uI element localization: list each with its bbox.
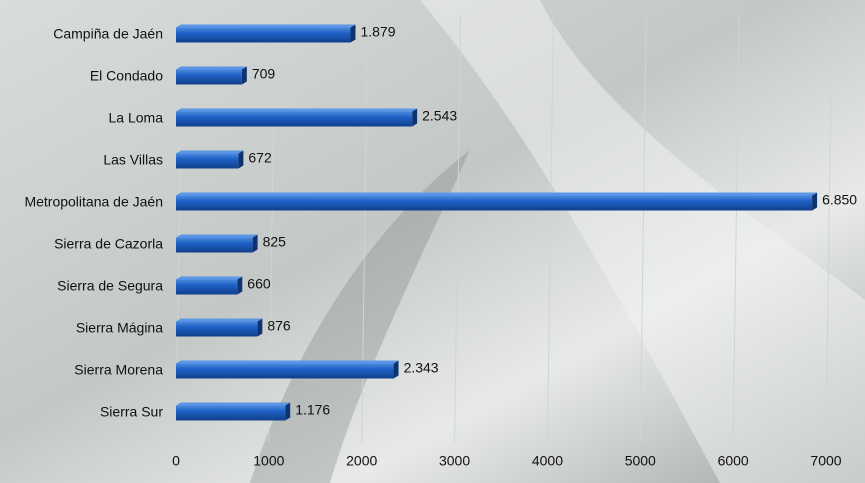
grid-line — [825, 13, 833, 443]
value-label: 1.879 — [360, 24, 395, 40]
bar-top — [176, 66, 247, 70]
bar-top — [176, 108, 418, 112]
bar-top — [176, 234, 258, 238]
bar — [176, 153, 239, 169]
bar — [176, 363, 394, 379]
y-tick-label: Campiña de Jaén — [53, 26, 163, 42]
grid-line — [732, 13, 740, 443]
bar-side — [285, 402, 291, 421]
bar-side — [393, 360, 399, 379]
bar-side — [412, 108, 418, 127]
x-tick-label: 0 — [172, 453, 180, 469]
value-label: 876 — [267, 318, 291, 334]
background-shape — [250, 150, 470, 483]
bar-side — [237, 276, 243, 295]
x-tick-label: 3000 — [439, 453, 470, 469]
grid-line — [546, 13, 554, 443]
x-tick-label: 2000 — [346, 453, 377, 469]
bar — [176, 237, 253, 253]
value-label: 825 — [263, 234, 287, 250]
bar-top — [176, 360, 399, 364]
bar — [176, 279, 238, 295]
y-tick-label: Sierra Mágina — [76, 320, 163, 336]
background-shape — [420, 0, 865, 483]
bar-top — [176, 24, 356, 28]
y-tick-label: La Loma — [109, 110, 164, 126]
bar — [176, 111, 413, 127]
x-tick-label: 6000 — [718, 453, 749, 469]
value-label: 672 — [248, 150, 272, 166]
value-label: 709 — [252, 66, 276, 82]
y-tick-label: Las Villas — [103, 152, 163, 168]
bar-side — [350, 24, 356, 43]
bar-top — [176, 150, 244, 154]
y-tick-label: El Condado — [90, 68, 163, 84]
y-tick-label: Sierra Sur — [100, 404, 163, 420]
value-label: 660 — [247, 276, 271, 292]
x-tick-label: 1000 — [253, 453, 284, 469]
value-label: 6.850 — [822, 192, 857, 208]
bar-top — [176, 276, 243, 280]
bar — [176, 321, 258, 337]
x-tick-label: 4000 — [532, 453, 563, 469]
grid-line — [639, 13, 647, 443]
value-label: 1.176 — [295, 402, 330, 418]
bar-top — [176, 402, 291, 406]
grid-line — [454, 13, 462, 443]
value-label: 2.543 — [422, 108, 457, 124]
bar — [176, 69, 242, 85]
bar — [176, 195, 813, 211]
bar-top — [176, 192, 818, 196]
bar-side — [257, 318, 263, 337]
x-tick-label: 5000 — [625, 453, 656, 469]
bar — [176, 27, 351, 43]
value-label: 2.343 — [404, 360, 439, 376]
x-tick-label: 7000 — [810, 453, 841, 469]
bar-side — [252, 234, 258, 253]
bar-side — [241, 66, 247, 85]
bar — [176, 405, 286, 421]
y-tick-label: Sierra Morena — [74, 362, 163, 378]
y-tick-label: Sierra de Cazorla — [54, 236, 163, 252]
y-tick-label: Sierra de Segura — [57, 278, 163, 294]
bar-side — [238, 150, 244, 169]
bar-top — [176, 318, 263, 322]
y-tick-label: Metropolitana de Jaén — [24, 194, 163, 210]
bar-side — [812, 192, 818, 211]
